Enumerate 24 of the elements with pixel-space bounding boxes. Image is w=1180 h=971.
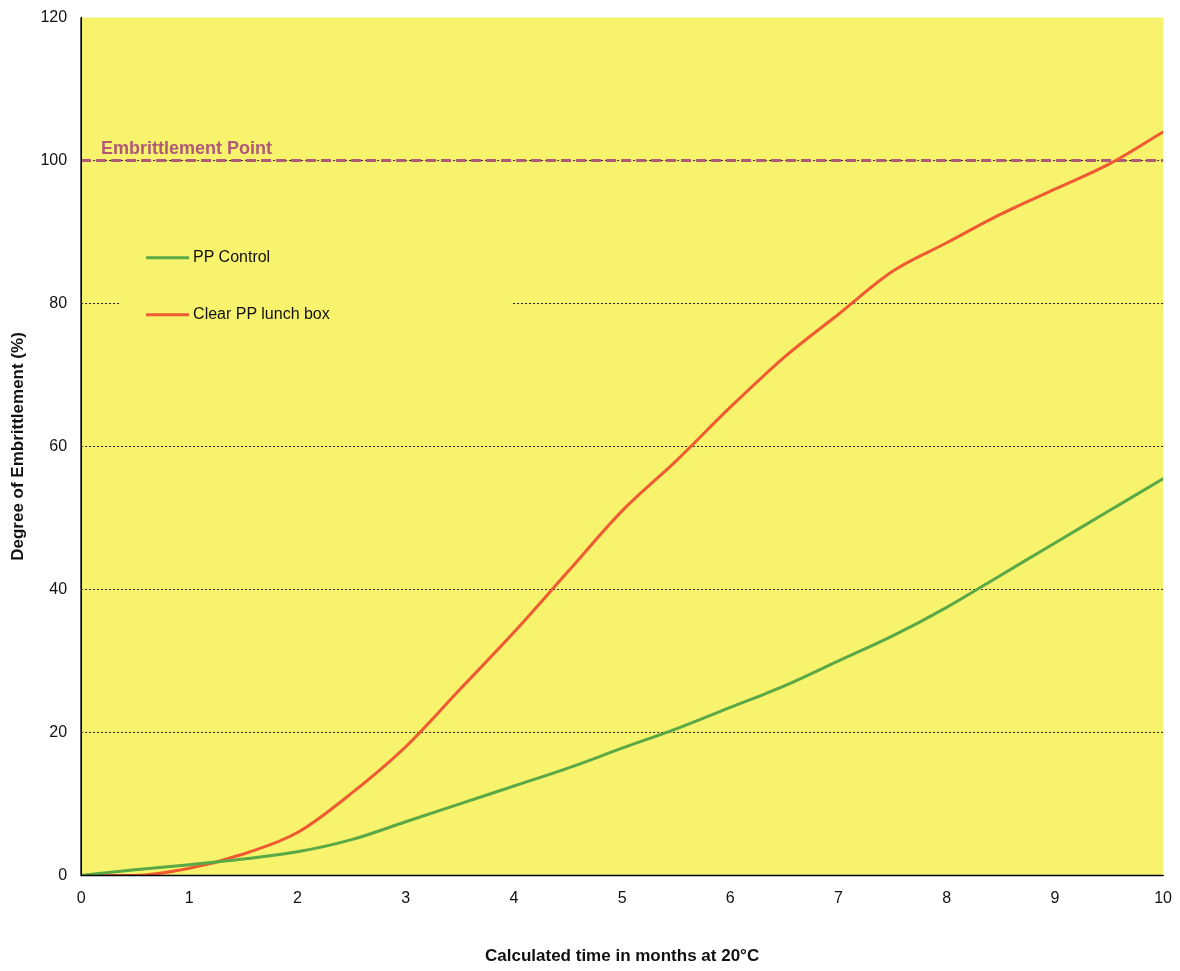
y-tick-label: 100 (40, 150, 68, 168)
y-tick-label: 60 (49, 436, 68, 454)
x-tick-label: 5 (617, 889, 627, 907)
y-tick-label: 80 (49, 293, 68, 311)
y-tick-label: 20 (49, 722, 68, 740)
legend-label: Clear PP lunch box (193, 305, 330, 323)
x-tick-label: 4 (509, 889, 519, 907)
y-axis-title: Degree of Embrittlement (%) (7, 332, 27, 561)
y-tick-label: 40 (49, 579, 68, 597)
x-tick-label: 6 (725, 889, 735, 907)
x-tick-label: 3 (401, 889, 411, 907)
x-tick-label: 1 (184, 889, 194, 907)
y-tick-label: 0 (58, 865, 68, 883)
line-series (81, 477, 1164, 876)
ref-line-label: Embrittlement Point (101, 137, 273, 158)
x-tick-label: 7 (834, 889, 844, 907)
x-tick-label: 9 (1050, 889, 1060, 907)
x-tick-label: 0 (76, 889, 86, 907)
y-tick-label: 120 (40, 8, 68, 26)
x-tick-label: 10 (1154, 889, 1173, 907)
x-axis-title: Calculated time in months at 20°C (485, 946, 760, 966)
x-tick-label: 8 (942, 889, 952, 907)
legend-label: PP Control (193, 248, 271, 266)
x-tick-label: 2 (293, 889, 303, 907)
